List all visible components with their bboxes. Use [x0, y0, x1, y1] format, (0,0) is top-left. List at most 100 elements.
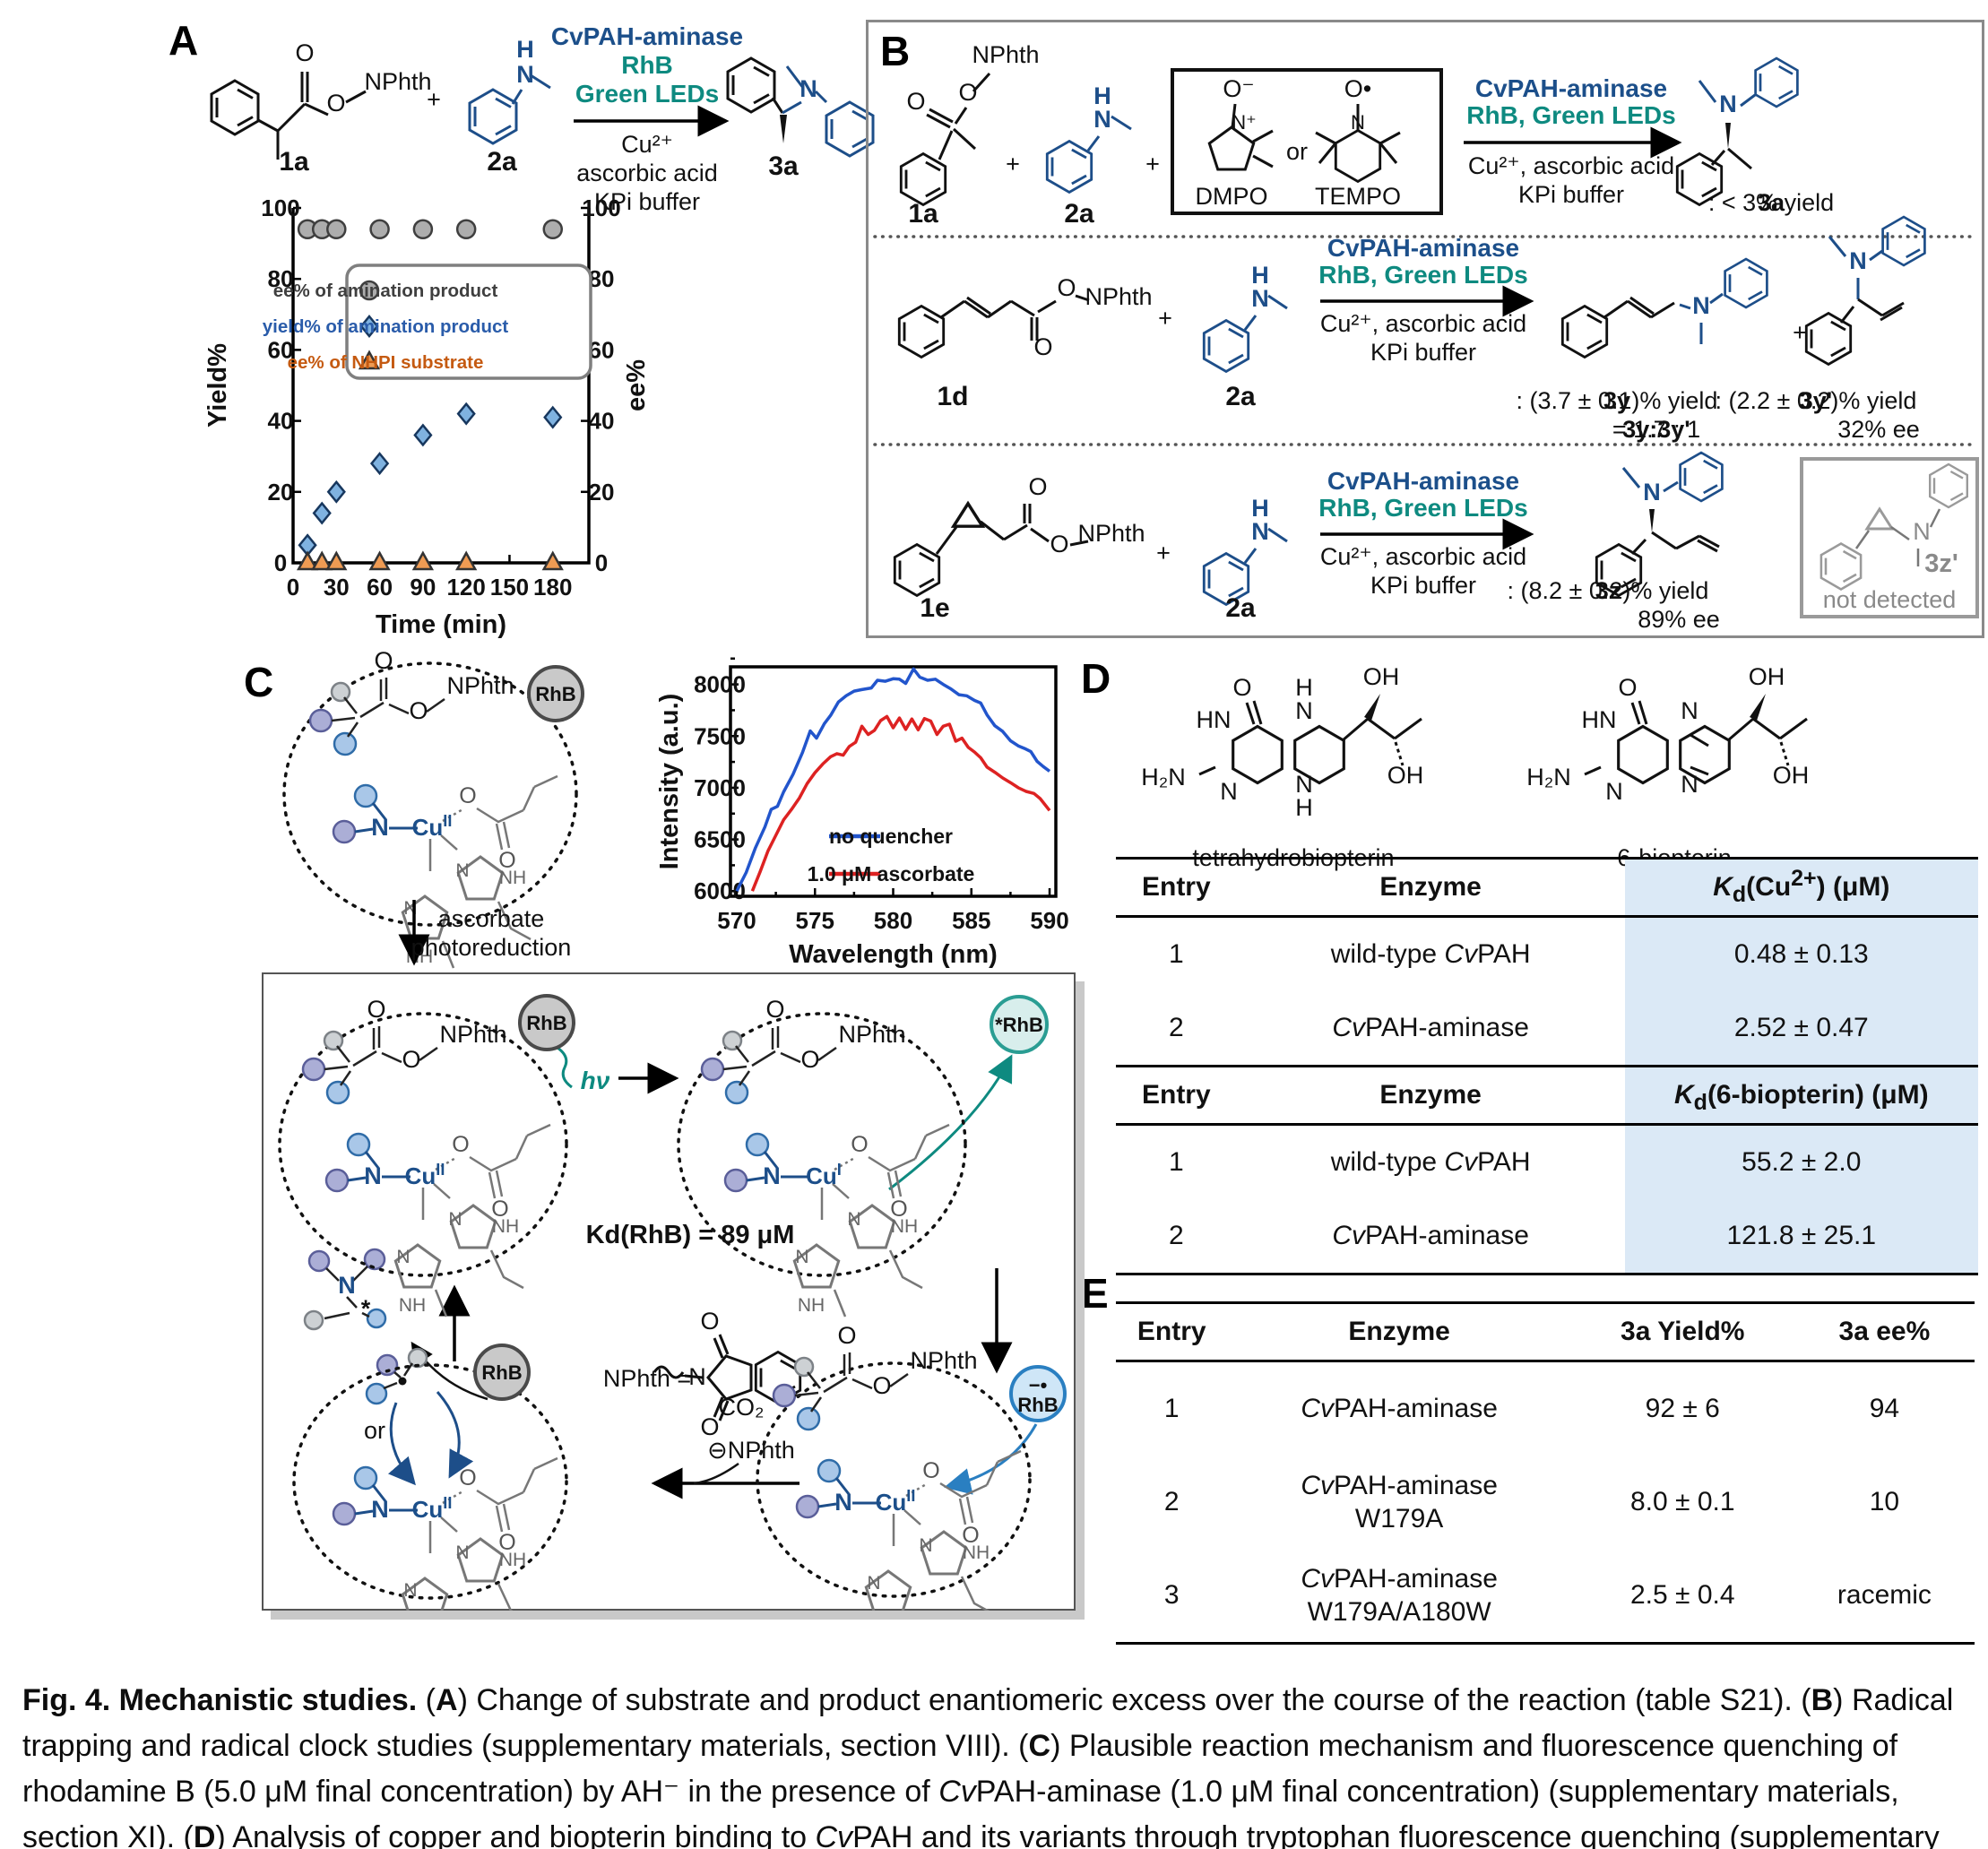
- text-label: 1a: [279, 147, 309, 177]
- text-label: : < 3% yield: [1708, 189, 1834, 216]
- text-label: O: [1057, 274, 1076, 301]
- text-label: 1e: [920, 593, 949, 623]
- cell-entry: 2: [1168, 1221, 1184, 1251]
- text-label: OH: [1387, 762, 1424, 789]
- text-label: O: [922, 1458, 939, 1483]
- text-label: HN: [1197, 706, 1232, 733]
- table-row: 2 CvPAH-aminase 2.52 ± 0.47: [1116, 991, 1978, 1067]
- cell-entry: 2: [1163, 1487, 1180, 1517]
- text-label: O: [962, 1523, 979, 1548]
- text-label: N: [867, 1573, 880, 1594]
- text-label: H: [1295, 794, 1313, 821]
- text-label: KPi buffer: [594, 188, 700, 215]
- text-label: CvPAH-aminase: [1327, 234, 1519, 262]
- text-label: 100: [261, 194, 299, 221]
- text-label: 3a: [768, 151, 799, 181]
- cell-ee: racemic: [1837, 1580, 1932, 1611]
- col-entry: Entry: [1141, 1080, 1211, 1110]
- cell-enzyme: wild-type CvPAH: [1330, 939, 1531, 970]
- text-label: 100: [582, 194, 620, 221]
- table-header-row: Entry Enzyme Kd(6-biopterin) (μM): [1116, 1066, 1978, 1125]
- rhb-badge: [473, 1344, 531, 1401]
- text-label: *: [361, 1295, 371, 1322]
- text-label: not detected: [1823, 586, 1957, 613]
- text-label: HN: [1582, 706, 1617, 733]
- text-label: 0: [274, 549, 287, 576]
- text-label: hν: [581, 1067, 610, 1094]
- text-label: N: [1719, 91, 1737, 117]
- text-label: N: [1643, 479, 1661, 505]
- text-label: Wavelength (nm): [789, 940, 998, 969]
- cell-enzyme: CvPAH-aminase W179A: [1301, 1470, 1498, 1534]
- text-label: Yield%: [203, 343, 232, 428]
- panel-d-label: D: [1081, 655, 1111, 702]
- text-label: RhB, Green LEDs: [1318, 494, 1527, 522]
- text-label: 30: [324, 574, 350, 600]
- text-label: OH: [1773, 762, 1810, 789]
- text-label: N: [1681, 697, 1698, 724]
- text-label: CuI: [806, 1161, 842, 1189]
- text-label: O: [459, 1465, 476, 1490]
- panel-b-box: [866, 20, 1984, 638]
- text-label: O: [906, 88, 925, 115]
- text-label: 80: [268, 265, 294, 292]
- text-label: O: [326, 90, 345, 117]
- text-label: N: [795, 1247, 808, 1267]
- panel-b-schemes: NPhthOO1a+HN2a+O⁻N⁺DMPOO•NTEMPOorCvPAH-a…: [873, 41, 1979, 633]
- series-diamond: [298, 402, 563, 557]
- rhb-badge: [518, 994, 575, 1051]
- series-circle: [297, 219, 564, 240]
- text-label: ascorbic acid: [576, 160, 718, 186]
- text-label: 1a: [908, 199, 938, 229]
- text-label: tetrahydrobiopterin: [1192, 844, 1394, 871]
- panel-b-label: B: [880, 28, 911, 74]
- text-label: O: [459, 783, 476, 808]
- col-yield: 3a Yield%: [1621, 1317, 1745, 1347]
- text-label: NPhth: [364, 68, 431, 95]
- figure-caption: Fig. 4. Mechanistic studies. (A) Change …: [22, 1683, 1954, 1849]
- cell-entry: 1: [1168, 1147, 1184, 1178]
- text-label: N: [371, 814, 389, 841]
- enzyme-pocket-circle: [756, 1361, 1032, 1598]
- text-label: 6500: [694, 826, 746, 853]
- text-label: NPhth: [838, 1021, 905, 1048]
- text-label: Intensity (a.u.): [655, 694, 684, 870]
- active-site: NOONNHNNHCuII: [333, 1458, 558, 1611]
- text-label: NH: [499, 868, 526, 888]
- text-label: ⊖NPhth: [707, 1437, 795, 1464]
- kd-binding-table: Entry Enzyme Kd(Cu2+) (μM) 1 wild-type C…: [1116, 857, 1978, 1275]
- text-label: NH: [399, 1295, 426, 1316]
- cell-kd: 0.48 ± 0.13: [1624, 916, 1978, 991]
- cell-entry: 1: [1163, 1394, 1180, 1424]
- cell-kd: 121.8 ± 25.1: [1624, 1199, 1978, 1274]
- text-label: N: [834, 1489, 852, 1516]
- text-label: 20: [589, 479, 615, 505]
- text-label: O: [1232, 674, 1251, 701]
- text-label: N: [1351, 111, 1365, 134]
- text-label: N: [1251, 518, 1269, 545]
- text-label: N: [1849, 247, 1867, 274]
- text-label: 0: [595, 549, 608, 576]
- text-label: 60: [367, 574, 393, 600]
- text-label: NH: [963, 1542, 990, 1563]
- text-label: 20: [268, 479, 294, 505]
- panel-c-label: C: [244, 659, 274, 705]
- energy-transfer-arrow: [888, 1054, 1013, 1191]
- text-label: Cu²⁺: [621, 131, 673, 158]
- text-label: O: [498, 848, 515, 873]
- text-label: 3y: [1603, 387, 1630, 414]
- text-label: 3y:3y': [1622, 416, 1690, 443]
- text-label: CvPAH-aminase: [1475, 74, 1667, 102]
- text-label: 7000: [694, 774, 746, 801]
- text-label: 180: [533, 574, 572, 600]
- text-label: 40: [589, 408, 615, 435]
- text-label: ee% of NHPI substrate: [288, 352, 484, 373]
- text-label: 120: [446, 574, 485, 600]
- text-label: H: [1251, 262, 1269, 289]
- text-label: O: [958, 79, 977, 106]
- cell-enzyme: CvPAH-aminase W179A/A180W: [1301, 1563, 1498, 1628]
- text-label: RhB, Green LEDs: [1466, 101, 1675, 129]
